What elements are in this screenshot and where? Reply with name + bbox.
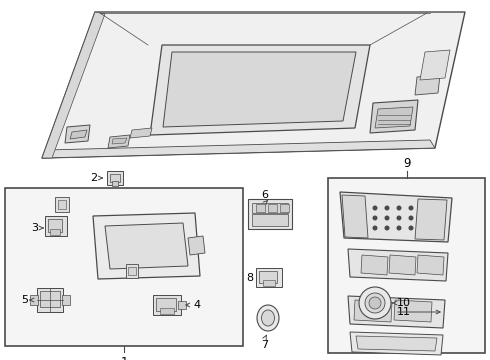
- Text: 8: 8: [246, 273, 253, 283]
- Circle shape: [372, 225, 377, 230]
- Text: 3: 3: [31, 223, 38, 233]
- Circle shape: [385, 225, 390, 230]
- Bar: [40, 291, 60, 307]
- Polygon shape: [350, 332, 443, 355]
- Ellipse shape: [257, 305, 279, 331]
- Polygon shape: [42, 12, 465, 158]
- Polygon shape: [389, 255, 416, 275]
- Bar: [156, 298, 176, 311]
- Bar: [45, 216, 67, 236]
- Bar: [112, 181, 118, 186]
- Bar: [252, 214, 288, 226]
- Bar: [5, 188, 243, 346]
- Bar: [50, 229, 60, 235]
- Bar: [268, 204, 277, 212]
- Polygon shape: [130, 128, 152, 138]
- Polygon shape: [415, 75, 440, 95]
- Bar: [30, 295, 38, 305]
- Bar: [178, 301, 186, 309]
- Polygon shape: [42, 140, 435, 158]
- Polygon shape: [420, 50, 450, 80]
- Circle shape: [359, 287, 391, 319]
- Bar: [259, 271, 277, 283]
- Bar: [248, 199, 292, 229]
- Circle shape: [409, 206, 414, 211]
- Circle shape: [369, 297, 381, 309]
- Circle shape: [372, 206, 377, 211]
- Polygon shape: [348, 296, 445, 328]
- Polygon shape: [340, 192, 452, 242]
- Bar: [37, 288, 63, 312]
- Text: 4: 4: [193, 300, 200, 310]
- Bar: [256, 268, 282, 287]
- Circle shape: [385, 206, 390, 211]
- Polygon shape: [112, 138, 127, 144]
- Circle shape: [385, 216, 390, 220]
- Text: 9: 9: [403, 157, 410, 170]
- Circle shape: [409, 225, 414, 230]
- Bar: [110, 174, 120, 182]
- Text: 2: 2: [90, 173, 97, 183]
- Polygon shape: [342, 195, 368, 238]
- Bar: [55, 197, 69, 212]
- Circle shape: [372, 216, 377, 220]
- Bar: [62, 295, 70, 305]
- Bar: [256, 204, 265, 212]
- Bar: [153, 295, 181, 315]
- Text: 6: 6: [262, 190, 269, 200]
- Polygon shape: [354, 300, 392, 322]
- Bar: [280, 204, 289, 212]
- Bar: [126, 264, 138, 278]
- Text: 7: 7: [262, 340, 269, 350]
- Polygon shape: [150, 45, 370, 135]
- Bar: [328, 178, 485, 353]
- Polygon shape: [415, 199, 447, 240]
- Bar: [252, 203, 288, 213]
- Bar: [107, 171, 123, 185]
- Ellipse shape: [262, 310, 274, 326]
- Polygon shape: [70, 130, 87, 139]
- Polygon shape: [348, 249, 448, 281]
- Polygon shape: [375, 107, 413, 128]
- Polygon shape: [105, 223, 188, 269]
- Polygon shape: [417, 255, 444, 275]
- Text: 1: 1: [120, 356, 128, 360]
- Polygon shape: [394, 300, 432, 322]
- Text: 10: 10: [397, 298, 411, 308]
- Polygon shape: [188, 236, 205, 255]
- Bar: [160, 308, 174, 314]
- Circle shape: [396, 225, 401, 230]
- Polygon shape: [108, 135, 130, 148]
- Polygon shape: [361, 255, 388, 275]
- Polygon shape: [93, 213, 200, 279]
- Circle shape: [365, 293, 385, 313]
- Polygon shape: [356, 336, 437, 351]
- Circle shape: [409, 216, 414, 220]
- Polygon shape: [42, 12, 105, 158]
- Bar: [48, 219, 62, 232]
- Polygon shape: [370, 100, 418, 133]
- Text: 5: 5: [21, 295, 28, 305]
- Text: 11: 11: [397, 307, 411, 317]
- Polygon shape: [163, 52, 356, 127]
- Circle shape: [396, 216, 401, 220]
- Polygon shape: [65, 125, 90, 143]
- Bar: [128, 267, 136, 275]
- Bar: [58, 200, 66, 209]
- Bar: [263, 280, 275, 286]
- Circle shape: [396, 206, 401, 211]
